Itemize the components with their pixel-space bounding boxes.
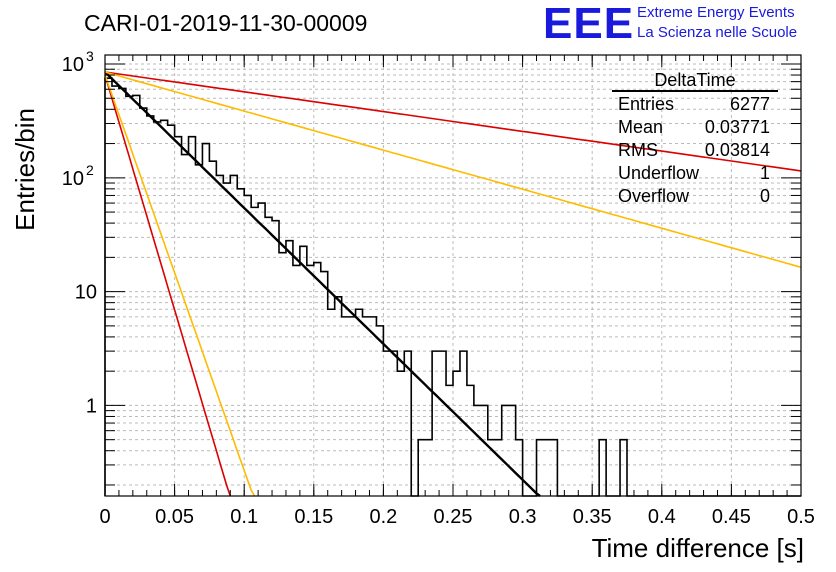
stat-label: Mean [618, 117, 664, 137]
fit-curve-steep-yellow [104, 74, 256, 497]
chart-title: CARI-01-2019-11-30-00009 [84, 10, 368, 36]
x-tick-label: 0.3 [509, 506, 537, 528]
stat-row: RMS 0.03814 [612, 139, 778, 162]
stat-row: Mean 0.03771 [612, 116, 778, 139]
stat-value: 0 [759, 186, 770, 206]
stat-row: Overflow 0 [612, 185, 778, 208]
logo-line-1: Extreme Energy Events [637, 4, 795, 21]
y-tick-label: 10 [75, 282, 97, 304]
logo-line-2: La Scienza nelle Scuole [637, 24, 798, 41]
fit-curve-shallow-yellow [104, 71, 802, 269]
x-tick-label: 0.15 [294, 506, 333, 528]
x-tick-label: 0.1 [230, 506, 258, 528]
x-tick-label: 0.05 [155, 506, 194, 528]
y-tick-label: 1 [86, 395, 97, 417]
fit-curve-fit [104, 71, 541, 497]
stats-box: DeltaTime Entries 6277 Mean 0.03771 RMS … [612, 70, 778, 208]
eee-logo: EEE [543, 0, 635, 48]
stat-row: Underflow 1 [612, 162, 778, 185]
fit-curve-shallow-red [104, 71, 802, 172]
x-tick-label: 0.25 [434, 506, 473, 528]
y-tick-exponent: 3 [86, 48, 94, 64]
stats-title: DeltaTime [612, 70, 778, 92]
stat-value: 0.03771 [704, 117, 770, 137]
stat-value: 1 [759, 163, 770, 183]
y-tick-exponent: 2 [86, 162, 94, 178]
x-tick-label: 0.2 [369, 506, 397, 528]
y-tick-label: 10 [62, 54, 84, 76]
histogram [104, 77, 801, 497]
stat-label: RMS [618, 140, 658, 160]
x-tick-label: 0.4 [648, 506, 676, 528]
stat-label: Entries [618, 94, 675, 114]
stat-value: 0.03814 [704, 140, 770, 160]
x-tick-label: 0 [99, 506, 110, 528]
x-axis-label: Time difference [s] [591, 533, 804, 563]
x-tick-label: 0.35 [573, 506, 612, 528]
stat-row: Entries 6277 [612, 93, 778, 116]
stat-label: Underflow [618, 163, 700, 183]
stat-label: Overflow [618, 186, 690, 206]
stat-value: 6277 [729, 94, 770, 114]
fit-curve-steep-red [104, 74, 232, 497]
y-tick-label: 10 [62, 168, 84, 190]
x-tick-label: 0.45 [712, 506, 751, 528]
y-axis-label: Entries/bin [10, 108, 40, 231]
x-tick-label: 0.5 [787, 506, 815, 528]
